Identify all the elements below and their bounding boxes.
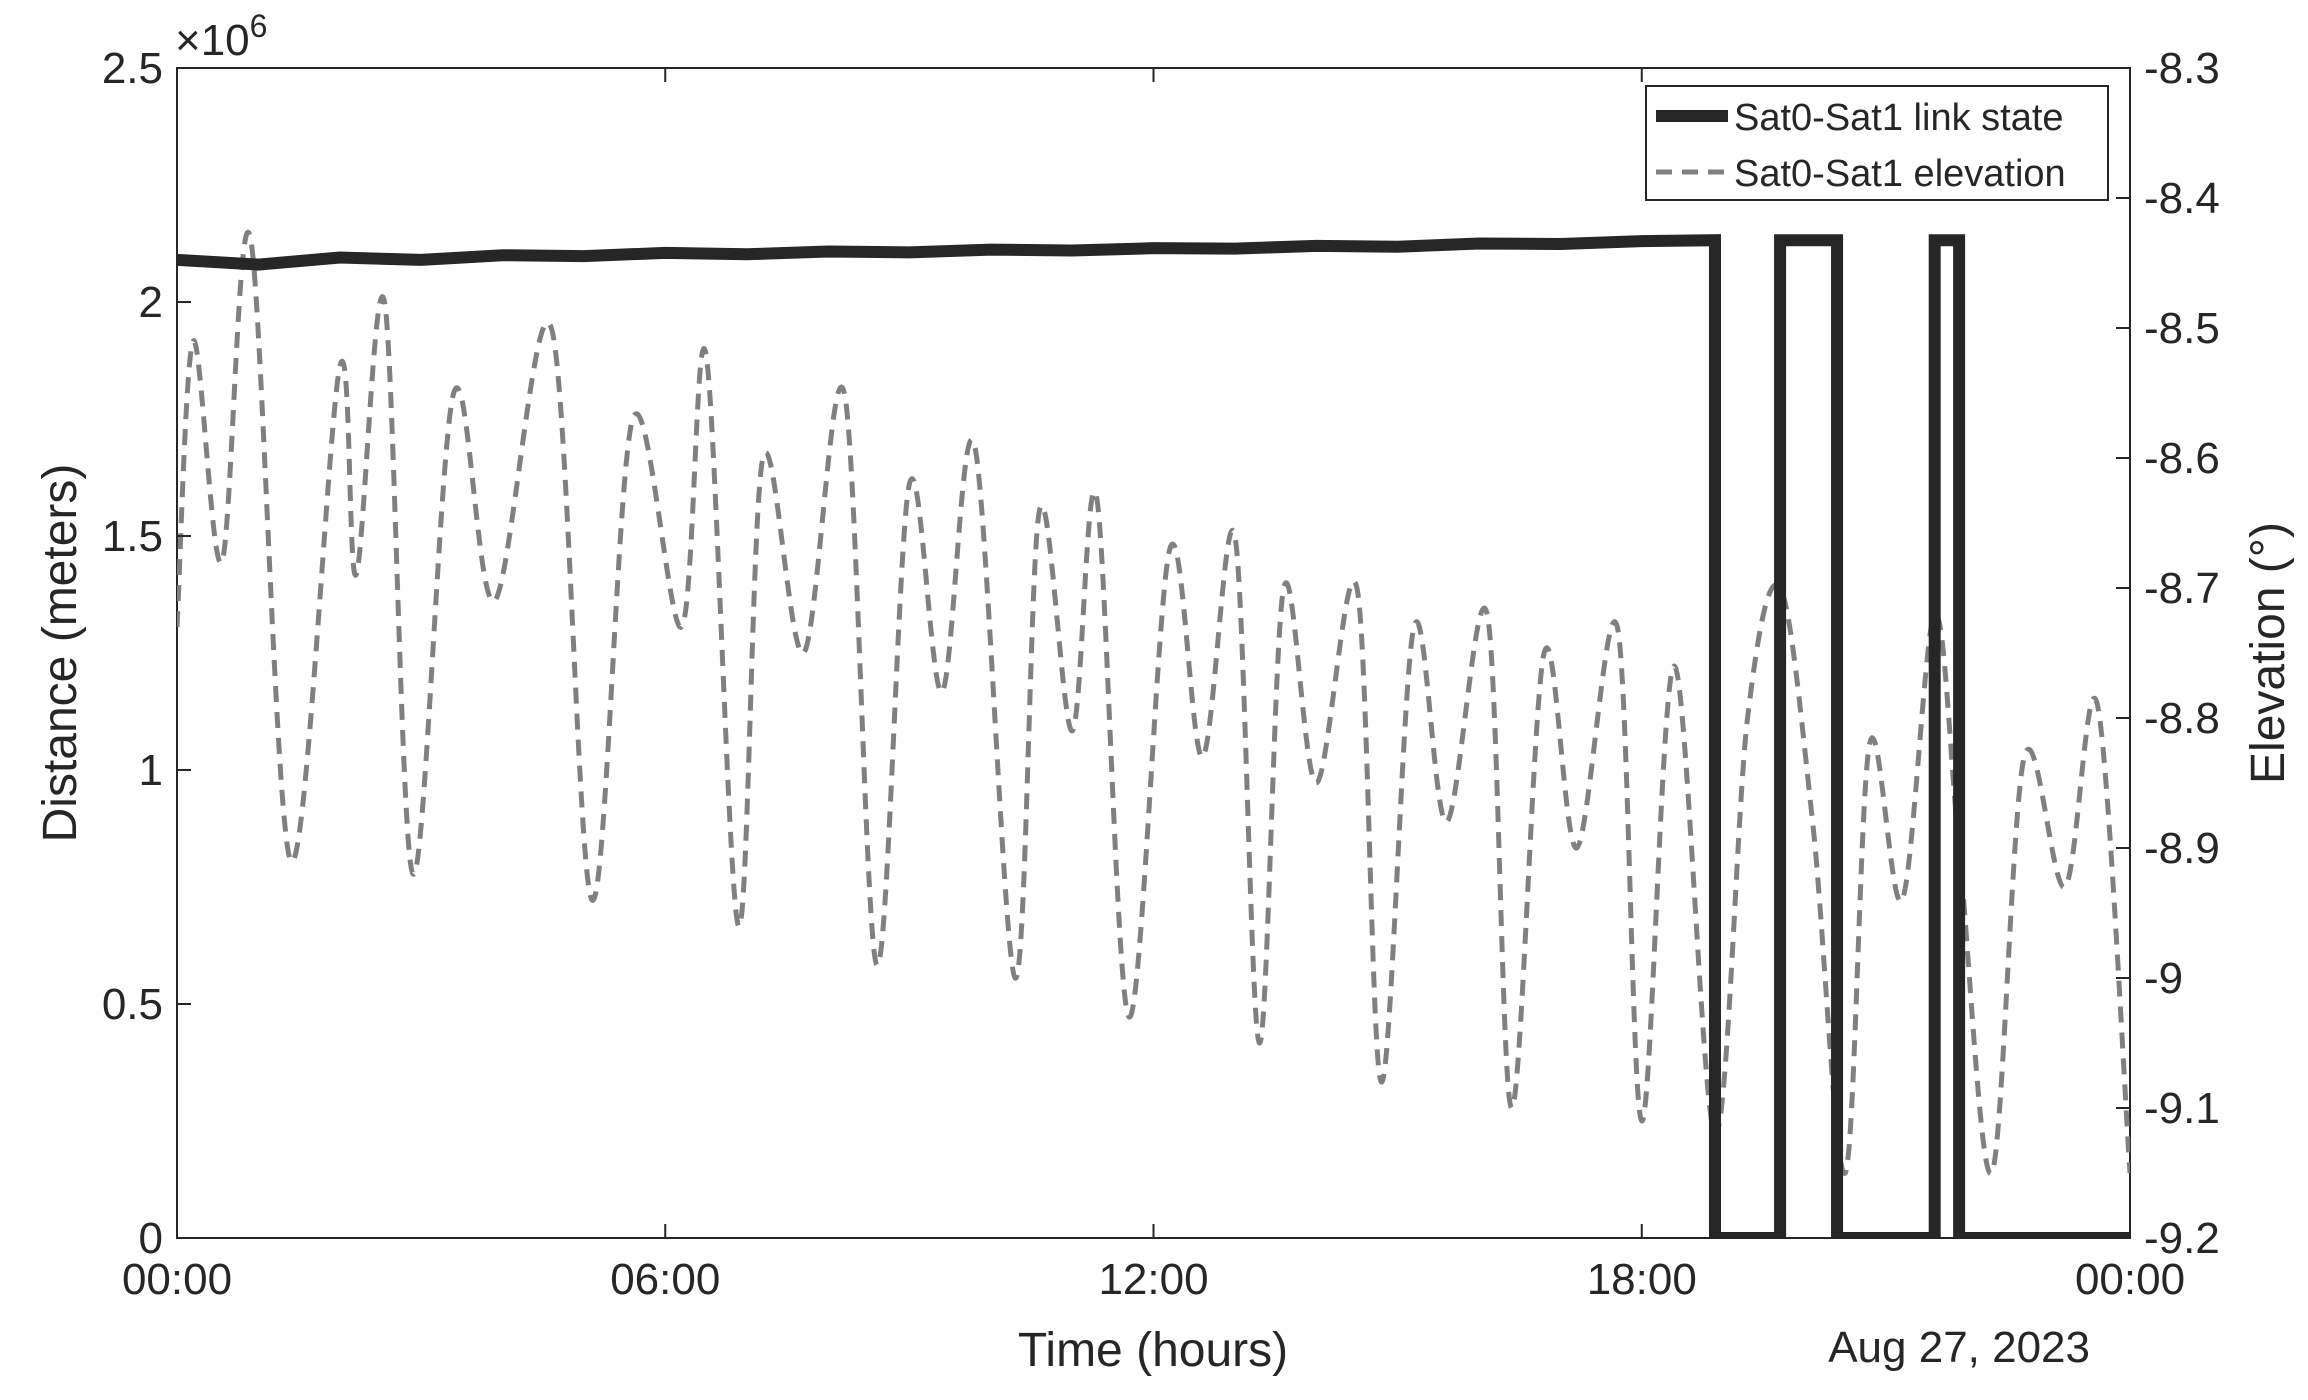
legend: Sat0-Sat1 link state Sat0-Sat1 elevation [1645, 85, 2109, 201]
y-right-tick-label: -8.7 [2144, 564, 2220, 613]
y-right-tick-label: -8.9 [2144, 824, 2220, 873]
y-left-tick-label: 2.5 [102, 44, 163, 93]
series-link-state-line [177, 234, 2130, 1238]
legend-label-link-state: Sat0-Sat1 link state [1734, 97, 2064, 139]
legend-box [1645, 85, 2109, 201]
x-tick-label: 18:00 [1587, 1255, 1697, 1304]
y-right-tick-label: -8.3 [2144, 44, 2220, 93]
y-left-tick-label: 1 [139, 746, 163, 795]
y-right-tick-label: -9 [2144, 954, 2183, 1003]
x-tick-label: 06:00 [610, 1255, 720, 1304]
y-left-exponent: ×106 [175, 8, 267, 65]
y-right-tick-label: -8.6 [2144, 434, 2220, 483]
y-right-tick-label: -8.5 [2144, 304, 2220, 353]
x-axis-title: Time (hours) [1018, 1324, 1288, 1377]
y-right-tick-label: -8.4 [2144, 174, 2220, 223]
y-left-tick-label: 2 [139, 278, 163, 327]
y-left-tick-label: 0 [139, 1214, 163, 1263]
plot-area [176, 67, 2131, 1239]
y-right-axis-title: Elevation (°) [2242, 522, 2295, 784]
x-date-label: Aug 27, 2023 [1828, 1323, 2090, 1372]
y-left-axis-title: Distance (meters) [34, 464, 87, 843]
y-left-tick-label: 0.5 [102, 980, 163, 1029]
x-tick-label: 12:00 [1098, 1255, 1208, 1304]
x-tick-label: 00:00 [2075, 1255, 2185, 1304]
legend-label-elevation: Sat0-Sat1 elevation [1734, 153, 2066, 195]
x-tick-label: 00:00 [122, 1255, 232, 1304]
series-elevation-line [177, 230, 2130, 1176]
y-right-tick-label: -8.8 [2144, 694, 2220, 743]
y-right-tick-label: -9.2 [2144, 1214, 2220, 1263]
y-right-tick-label: -9.1 [2144, 1084, 2220, 1133]
y-left-tick-label: 1.5 [102, 512, 163, 561]
